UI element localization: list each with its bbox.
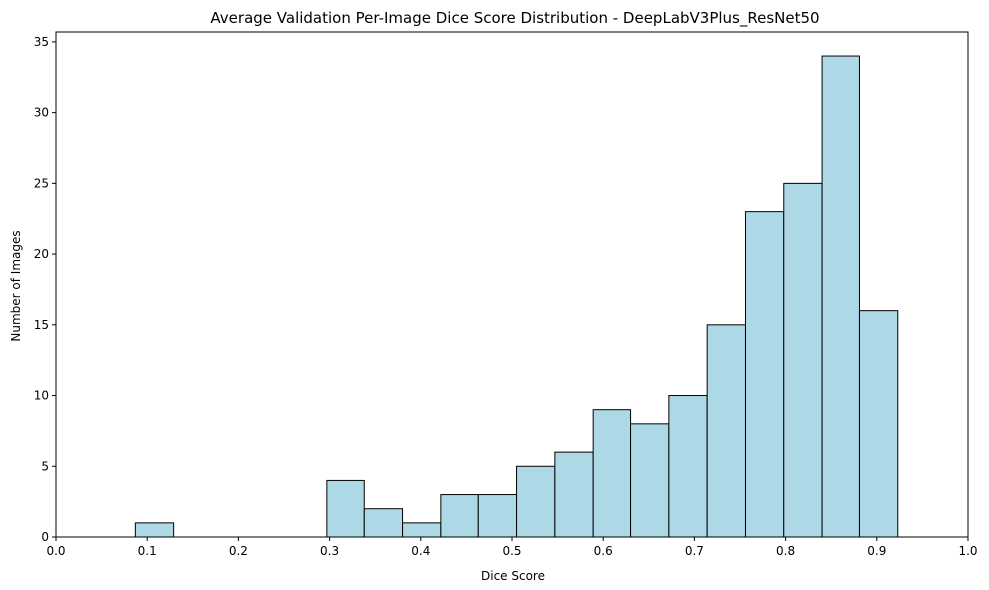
histogram-bar — [554, 451, 594, 538]
x-tick-label: 0.9 — [867, 544, 886, 558]
y-tick-label: 5 — [41, 459, 49, 473]
x-tick-label: 0.6 — [594, 544, 613, 558]
x-tick-label: 0.8 — [776, 544, 795, 558]
y-tick-label: 15 — [34, 318, 49, 332]
chart-title: Average Validation Per-Image Dice Score … — [210, 9, 819, 28]
x-tick-label: 0.5 — [502, 544, 521, 558]
bars-group — [134, 55, 899, 538]
histogram-bar — [402, 522, 442, 538]
histogram-bar — [630, 423, 670, 538]
x-tick-label: 0.1 — [138, 544, 157, 558]
y-tick-label: 20 — [34, 247, 49, 261]
x-tick-label: 0.7 — [685, 544, 704, 558]
histogram-bar — [440, 494, 479, 538]
histogram-bar — [477, 494, 518, 538]
x-tick-label: 0.0 — [46, 544, 65, 558]
histogram-bar — [592, 409, 632, 538]
histogram-bar — [783, 182, 823, 538]
histogram-bar — [668, 395, 708, 538]
y-axis-ticks: 0 5 10 15 20 25 30 35 — [34, 35, 56, 544]
histogram-bar — [363, 508, 404, 538]
histogram-bar — [744, 211, 785, 538]
x-tick-label: 0.3 — [320, 544, 339, 558]
histogram-bar — [326, 479, 365, 538]
histogram-bar — [821, 55, 860, 538]
x-tick-label: 0.2 — [229, 544, 248, 558]
x-axis-label: Dice Score — [481, 569, 545, 583]
y-tick-label: 10 — [34, 389, 49, 403]
x-tick-label: 0.4 — [411, 544, 430, 558]
y-axis-label: Number of Images — [9, 230, 23, 341]
y-tick-label: 30 — [34, 106, 49, 120]
y-tick-label: 25 — [34, 176, 49, 190]
y-tick-label: 35 — [34, 35, 49, 49]
x-axis-ticks: 0.0 0.1 0.2 0.3 0.4 0.5 0.6 0.7 0.8 0.9 1.0 — [46, 537, 978, 558]
x-tick-label: 1.0 — [958, 544, 977, 558]
histogram-bar — [134, 522, 175, 538]
histogram-bar — [516, 465, 556, 538]
y-tick-label: 0 — [41, 530, 49, 544]
histogram-bar — [858, 310, 899, 538]
histogram-bar — [706, 324, 746, 538]
